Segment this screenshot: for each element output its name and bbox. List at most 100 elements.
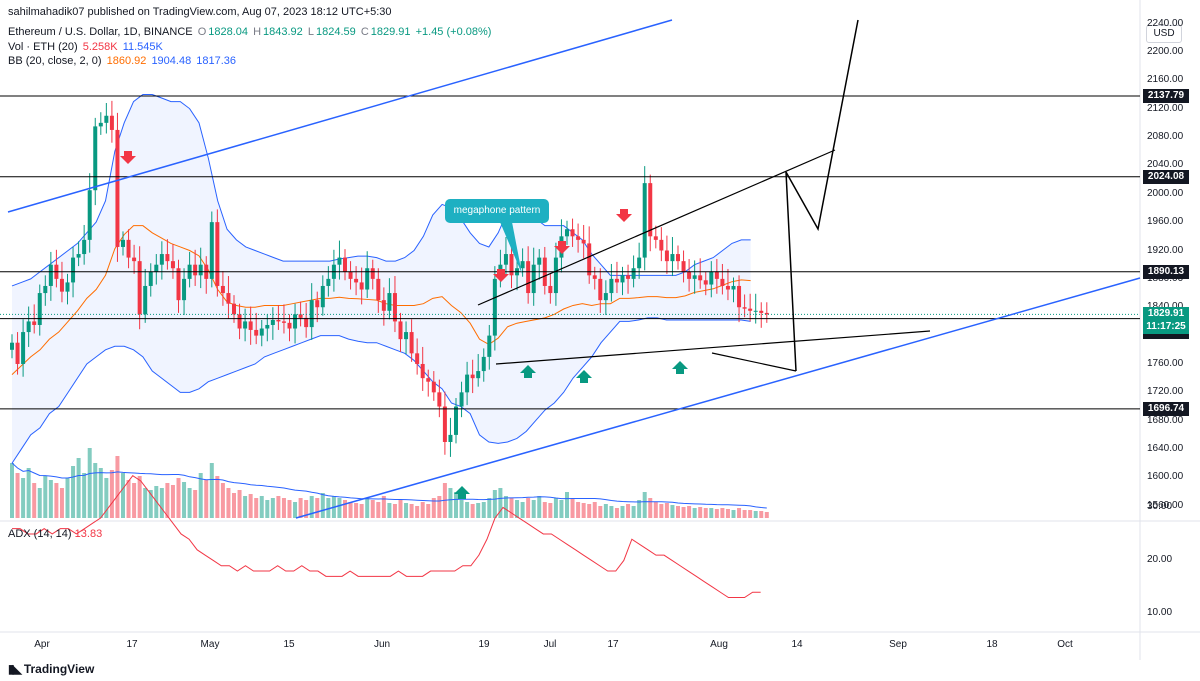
bb-lower-line bbox=[11, 317, 751, 464]
volume-bar bbox=[570, 498, 575, 518]
candle bbox=[243, 321, 248, 329]
volume-bar bbox=[115, 456, 120, 518]
candle bbox=[603, 293, 608, 301]
volume-bar bbox=[553, 498, 558, 518]
candle bbox=[276, 320, 281, 322]
level-price-tag: 1696.74 bbox=[1143, 401, 1189, 416]
volume-bar bbox=[21, 478, 26, 518]
volume-bar bbox=[159, 488, 164, 518]
volume-bar bbox=[337, 498, 342, 518]
published-by: sahilmahadik07 published on TradingView.… bbox=[8, 6, 392, 18]
candle bbox=[87, 190, 92, 240]
volume-bar bbox=[642, 492, 647, 518]
candle bbox=[182, 278, 187, 301]
candle bbox=[409, 332, 414, 354]
candle bbox=[26, 321, 31, 333]
candle bbox=[248, 321, 253, 330]
volume-bar bbox=[620, 506, 625, 518]
volume-bar bbox=[759, 511, 764, 518]
volume-bar bbox=[82, 473, 87, 518]
candle bbox=[553, 257, 558, 294]
volume-bar bbox=[37, 488, 42, 518]
volume-bar bbox=[737, 508, 742, 518]
callout-pointer bbox=[500, 222, 522, 274]
volume-bar bbox=[648, 498, 653, 518]
candle bbox=[343, 257, 347, 272]
time-tick-label: 17 bbox=[126, 639, 138, 650]
volume-bar bbox=[248, 494, 253, 518]
candle bbox=[126, 239, 131, 258]
volume-bar bbox=[415, 506, 420, 518]
volume-bar bbox=[204, 480, 209, 518]
candle bbox=[576, 236, 581, 240]
volume-bar bbox=[720, 508, 725, 518]
volume-value: 5.258K bbox=[82, 41, 118, 53]
candle bbox=[676, 254, 680, 262]
candle bbox=[348, 271, 353, 279]
candle bbox=[37, 293, 42, 325]
volume-bar bbox=[354, 503, 359, 518]
price-tick-label: 1560.00 bbox=[1147, 499, 1184, 511]
symbol-legend: Ethereum / U.S. Dollar, 1D, BINANCE O 182… bbox=[8, 26, 492, 38]
volume-ma-value: 11.545K bbox=[122, 41, 163, 53]
time-tick-label: 18 bbox=[986, 639, 998, 650]
volume-bar bbox=[220, 483, 225, 518]
candle bbox=[748, 308, 753, 311]
volume-bar bbox=[387, 503, 392, 518]
ohlc-open: 1828.04 bbox=[208, 26, 249, 38]
volume-bar bbox=[182, 482, 187, 518]
brand-name: TradingView bbox=[23, 662, 95, 676]
candle bbox=[725, 285, 730, 290]
volume-bar bbox=[165, 483, 170, 518]
time-tick-label: May bbox=[200, 639, 220, 650]
candle bbox=[165, 254, 170, 262]
volume-bar bbox=[359, 504, 364, 518]
volume-bar bbox=[76, 458, 81, 518]
volume-bar bbox=[742, 510, 747, 518]
currency-selector[interactable]: USD bbox=[1146, 25, 1182, 43]
volume-bar bbox=[376, 502, 381, 518]
candle bbox=[104, 115, 109, 123]
bb-legend: BB (20, close, 2, 0) 1860.92 1904.48 181… bbox=[8, 55, 238, 67]
volume-bar bbox=[587, 504, 592, 518]
volume-bar bbox=[121, 473, 125, 518]
candle bbox=[626, 275, 631, 279]
volume-bar bbox=[59, 488, 64, 518]
volume-bar bbox=[725, 509, 730, 518]
candle bbox=[254, 329, 259, 336]
volume-bar bbox=[98, 468, 103, 518]
bb-lower-value: 1817.36 bbox=[196, 55, 237, 67]
ohlc-close: 1829.91 bbox=[370, 26, 411, 38]
volume-bar bbox=[603, 504, 608, 518]
up-arrow-icon bbox=[672, 361, 688, 374]
candle bbox=[10, 342, 14, 350]
candle bbox=[359, 282, 364, 290]
volume-bar bbox=[43, 476, 48, 518]
volume-bar bbox=[315, 498, 320, 518]
candle bbox=[692, 275, 697, 279]
volume-bar bbox=[714, 509, 719, 518]
projection-path bbox=[785, 19, 859, 372]
volume-bar bbox=[676, 506, 680, 518]
tradingview-logo-icon: ▮◣ bbox=[8, 662, 22, 676]
candle bbox=[76, 254, 81, 258]
candle bbox=[565, 229, 569, 237]
volume-bar bbox=[509, 498, 514, 518]
price-tick-label: 1640.00 bbox=[1147, 443, 1184, 455]
price-tick-label: 2040.00 bbox=[1147, 159, 1184, 171]
candle bbox=[71, 257, 76, 283]
tradingview-brand[interactable]: ▮◣ TradingView bbox=[8, 662, 94, 676]
candle bbox=[426, 378, 431, 382]
adx-tick-label: 20.00 bbox=[1147, 554, 1173, 566]
candle bbox=[431, 381, 436, 393]
bb-upper-value: 1904.48 bbox=[151, 55, 192, 67]
volume-bar bbox=[670, 505, 675, 518]
candle bbox=[198, 264, 203, 276]
candle bbox=[215, 222, 220, 286]
volume-bar bbox=[542, 502, 547, 518]
candle bbox=[365, 268, 370, 290]
time-tick-label: Apr bbox=[34, 639, 50, 650]
candle bbox=[398, 321, 403, 340]
volume-bar bbox=[404, 503, 409, 518]
